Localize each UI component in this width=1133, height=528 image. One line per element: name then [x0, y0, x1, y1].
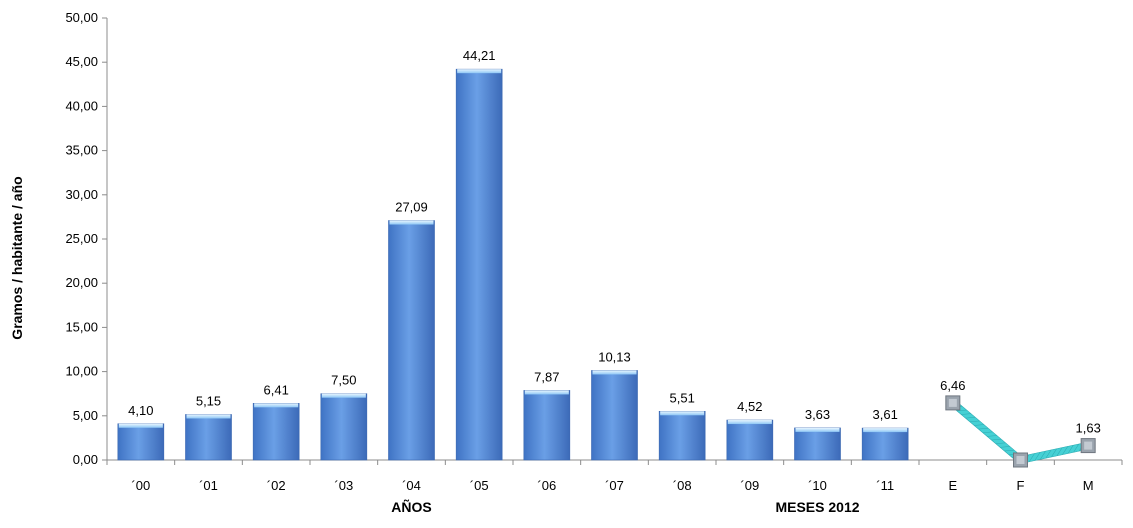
bar [591, 370, 638, 461]
line-marker-inner [948, 398, 957, 407]
line-segment [950, 399, 1024, 464]
bar-highlight [389, 220, 434, 225]
bar-highlight [321, 393, 366, 398]
y-axis-label: Gramos / habitante / año [9, 176, 25, 339]
data-label: 7,87 [534, 369, 559, 384]
bar [117, 423, 165, 461]
data-label: 27,09 [395, 200, 428, 215]
y-tick-label: 15,00 [65, 319, 98, 334]
x-tick-label: E [948, 478, 957, 493]
data-label: 10,13 [598, 349, 631, 364]
y-tick-label: 0,00 [73, 452, 98, 467]
group-label: AÑOS [391, 498, 431, 515]
data-label: 4,52 [737, 399, 762, 414]
x-tick-label: ´05 [470, 478, 489, 493]
bar [185, 414, 232, 461]
bar-highlight [524, 390, 569, 395]
x-tick-label: F [1017, 478, 1025, 493]
y-tick-label: 40,00 [65, 98, 98, 113]
group-label: MESES 2012 [775, 499, 859, 515]
line-marker-inner [1084, 441, 1093, 450]
data-label: 5,15 [196, 393, 221, 408]
bar-highlight [660, 411, 705, 416]
bar [861, 427, 909, 461]
bar-highlight [795, 427, 840, 432]
data-label: 1,63 [1076, 421, 1101, 436]
bars [117, 68, 909, 461]
bar-highlight [457, 69, 502, 74]
bar [388, 220, 435, 461]
x-tick-label: ´06 [537, 478, 556, 493]
y-tick-label: 45,00 [65, 54, 98, 69]
bar [726, 419, 774, 461]
bar-highlight [254, 403, 299, 408]
y-tick-label: 5,00 [73, 408, 98, 423]
x-tick-label: ´09 [740, 478, 759, 493]
bar [794, 427, 841, 461]
bar [523, 390, 571, 461]
x-tick-label: ´08 [673, 478, 692, 493]
axes: 0,00 5,00 10,00 15,00 20,00 25,00 30,00 35,00 40… [65, 10, 1123, 515]
bar [658, 410, 706, 461]
y-tick-label: 25,00 [65, 231, 98, 246]
bar [252, 403, 300, 461]
bar-highlight [727, 420, 772, 425]
data-label: 6,46 [940, 378, 965, 393]
bar-highlight [592, 370, 637, 375]
x-tick-label: ´10 [808, 478, 827, 493]
y-tick-label: 35,00 [65, 143, 98, 158]
data-label: 3,63 [805, 407, 830, 422]
y-tick-label: 50,00 [65, 10, 98, 25]
data-label: 5,51 [670, 390, 695, 405]
bar [455, 68, 503, 461]
x-tick-label: ´03 [334, 478, 353, 493]
line-marker-inner [1016, 456, 1025, 464]
bar-highlight [118, 423, 163, 428]
data-label: 3,61 [873, 407, 898, 422]
x-tick-label: ´04 [402, 478, 421, 493]
x-tick-label: ´01 [199, 478, 218, 493]
y-tick-label: 30,00 [65, 187, 98, 202]
data-label: 44,21 [463, 48, 496, 63]
x-tick-label: ´02 [267, 478, 286, 493]
x-tick-label: ´11 [876, 478, 894, 493]
x-tick-label: M [1083, 478, 1094, 493]
bar-highlight [186, 414, 231, 419]
y-tick-label: 10,00 [65, 364, 98, 379]
x-tick-label: ´07 [605, 478, 624, 493]
data-label: 7,50 [331, 373, 356, 388]
data-label: 6,41 [264, 382, 289, 397]
data-label: 4,10 [128, 403, 153, 418]
line-series [945, 395, 1096, 468]
bar [320, 393, 368, 461]
bar-highlight [863, 428, 908, 433]
y-tick-label: 20,00 [65, 275, 98, 290]
data-labels: 4,10 5,15 6,41 7,50 27,09 44,21 7,87 10,13 5,51 4… [128, 48, 1101, 435]
x-tick-label: ´00 [131, 478, 150, 493]
